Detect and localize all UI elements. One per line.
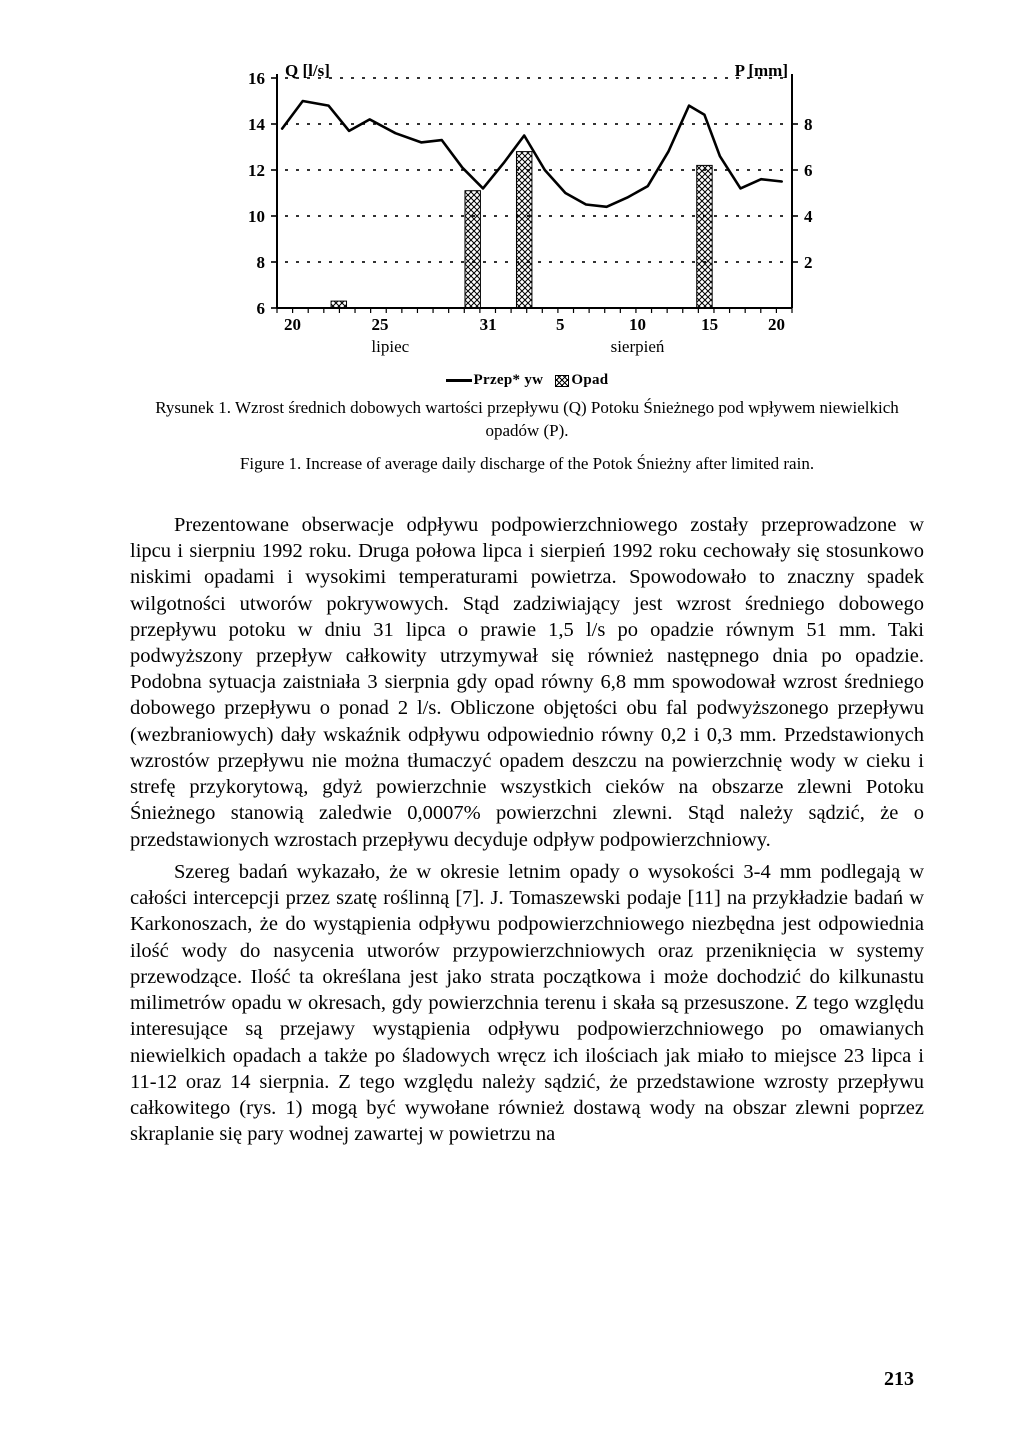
caption-pl-text: Wzrost średnich dobowych wartości przepł… bbox=[235, 398, 899, 440]
legend-line-swatch bbox=[446, 379, 472, 382]
svg-text:2: 2 bbox=[804, 253, 813, 272]
svg-text:8: 8 bbox=[804, 115, 813, 134]
svg-text:lipiec: lipiec bbox=[371, 337, 409, 356]
caption-en-prefix: Figure 1. bbox=[240, 454, 301, 473]
svg-text:sierpień: sierpień bbox=[611, 337, 665, 356]
svg-text:12: 12 bbox=[248, 161, 265, 180]
caption-pl: Rysunek 1. Wzrost średnich dobowych wart… bbox=[150, 397, 904, 443]
caption-en: Figure 1. Increase of average daily disc… bbox=[150, 453, 904, 476]
paragraph-2: Szereg badań wykazało, że w okresie letn… bbox=[130, 859, 924, 1148]
svg-text:20: 20 bbox=[768, 315, 785, 334]
caption-pl-prefix: Rysunek 1. bbox=[155, 398, 231, 417]
svg-text:14: 14 bbox=[248, 115, 266, 134]
legend-bar-label: Opad bbox=[571, 372, 608, 388]
svg-text:4: 4 bbox=[804, 207, 813, 226]
svg-text:16: 16 bbox=[248, 69, 265, 88]
svg-text:5: 5 bbox=[556, 315, 565, 334]
chart-container: 6 8 10 12 14 16 2 4 6 8 20 25 31 5 10 15 20 lipiec sierpie… bbox=[207, 60, 847, 389]
svg-text:Q [l/s]: Q [l/s] bbox=[285, 61, 330, 80]
svg-text:6: 6 bbox=[804, 161, 813, 180]
page-number: 213 bbox=[884, 1368, 914, 1391]
legend-line-label: Przep* yw bbox=[474, 372, 544, 388]
svg-text:8: 8 bbox=[257, 253, 266, 272]
chart-legend: Przep* yw Opad bbox=[207, 372, 847, 389]
caption-en-text: Increase of average daily discharge of t… bbox=[306, 454, 815, 473]
svg-text:6: 6 bbox=[257, 299, 266, 318]
svg-text:10: 10 bbox=[629, 315, 646, 334]
svg-text:31: 31 bbox=[480, 315, 497, 334]
paragraph-1: Prezentowane obserwacje odpływu podpowie… bbox=[130, 512, 924, 853]
svg-text:20: 20 bbox=[284, 315, 301, 334]
svg-text:10: 10 bbox=[248, 207, 265, 226]
chart-svg: 6 8 10 12 14 16 2 4 6 8 20 25 31 5 10 15 20 lipiec sierpie… bbox=[207, 60, 847, 370]
legend-bar-swatch bbox=[555, 375, 569, 387]
svg-text:P [mm]: P [mm] bbox=[735, 61, 788, 80]
svg-text:25: 25 bbox=[372, 315, 389, 334]
svg-text:15: 15 bbox=[701, 315, 718, 334]
